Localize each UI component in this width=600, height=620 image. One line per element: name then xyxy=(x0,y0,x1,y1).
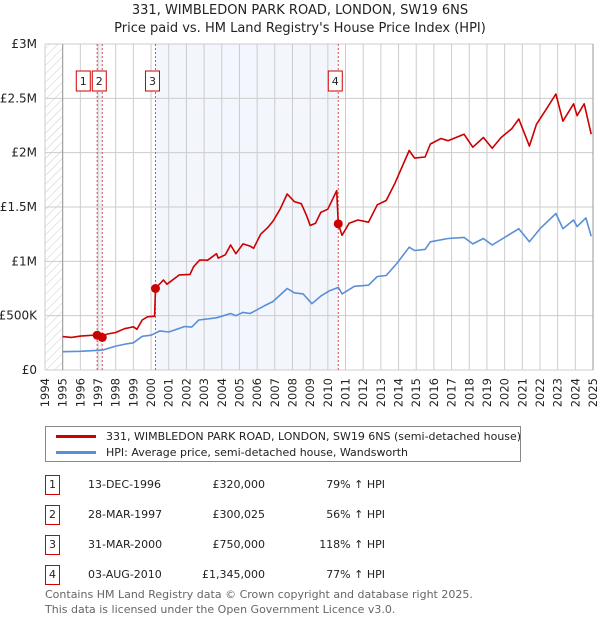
x-tick-label: 2001 xyxy=(162,378,176,407)
x-tick-label: 2003 xyxy=(197,378,211,407)
sale-price: £1,345,000 xyxy=(202,568,265,581)
sale-date: 13-DEC-1996 xyxy=(88,478,162,491)
x-tick-label: 2025 xyxy=(586,378,600,407)
x-tick-label: 2014 xyxy=(392,378,406,407)
x-tick-label: 2018 xyxy=(462,378,476,407)
sale-hpi-change: 79% ↑ HPI xyxy=(326,478,385,491)
footer-copyright: Contains HM Land Registry data © Crown c… xyxy=(45,588,473,601)
sale-number: 2 xyxy=(45,505,60,525)
y-tick-label: £1.5M xyxy=(0,200,37,214)
chart-subtitle: Price paid vs. HM Land Registry's House … xyxy=(114,21,486,36)
legend-swatch-blue xyxy=(56,450,96,454)
x-tick-label: 2016 xyxy=(427,378,441,407)
sale-point xyxy=(333,219,343,229)
price-chart: 1994 1995 1996 1997 1998 1999 2000 2001 2002 2003… xyxy=(0,37,600,407)
x-tick-label: 2013 xyxy=(374,378,388,407)
x-tick-label: 2019 xyxy=(480,378,494,407)
sale-label-box xyxy=(75,70,91,92)
legend-item-hpi: HPI: Average price, semi-detached house,… xyxy=(56,444,408,460)
sale-price: £300,025 xyxy=(212,508,266,521)
sale-price: £320,000 xyxy=(212,478,266,491)
sale-number: 3 xyxy=(45,535,60,555)
footer-licence: This data is licensed under the Open Gov… xyxy=(45,603,396,616)
x-tick-label: 1997 xyxy=(91,378,105,407)
x-tick-label: 1995 xyxy=(56,378,70,407)
x-tick-label: 2020 xyxy=(498,378,512,407)
sale-hpi-change: 56% ↑ HPI xyxy=(326,508,385,521)
legend-label: 331, WIMBLEDON PARK ROAD, LONDON, SW19 6… xyxy=(106,429,522,443)
x-tick-label: 2012 xyxy=(356,378,370,407)
x-tick-label: 2004 xyxy=(215,378,229,407)
x-tick-label: 2024 xyxy=(568,378,582,407)
x-tick-label: 1998 xyxy=(109,378,123,407)
sale-number: 4 xyxy=(45,565,60,585)
sale-label-box xyxy=(327,70,343,92)
x-tick-label: 2022 xyxy=(533,378,547,407)
y-tick-label: £500K xyxy=(0,309,38,323)
y-tick-label: £0 xyxy=(22,363,37,377)
x-tick-label: 2015 xyxy=(409,378,423,407)
y-tick-label: £3M xyxy=(11,37,37,51)
sale-label-number: 3 xyxy=(149,75,156,88)
sale-row: 3 31-MAR-2000 £750,000 118% ↑ HPI xyxy=(45,535,405,555)
y-tick-label: £2.5M xyxy=(0,91,37,105)
x-tick-label: 2017 xyxy=(445,378,459,407)
x-tick-label: 2021 xyxy=(515,378,529,407)
sale-label-number: 1 xyxy=(80,75,87,88)
x-tick-label: 2008 xyxy=(285,378,299,407)
sale-date: 03-AUG-2010 xyxy=(88,568,162,581)
legend-swatch-red xyxy=(56,434,96,438)
sale-date: 28-MAR-1997 xyxy=(88,508,163,521)
sale-point xyxy=(97,332,107,342)
hpi-line xyxy=(62,212,592,353)
sale-hpi-change: 77% ↑ HPI xyxy=(326,568,385,581)
sale-number: 1 xyxy=(45,475,60,495)
sale-row: 1 13-DEC-1996 £320,000 79% ↑ HPI xyxy=(45,475,405,495)
sale-label-number: 2 xyxy=(96,75,103,88)
sale-label-box xyxy=(91,70,107,92)
x-tick-label: 2009 xyxy=(303,378,317,407)
x-tick-label: 2011 xyxy=(339,378,353,407)
property-price-line xyxy=(62,93,592,339)
sale-row: 4 03-AUG-2010 £1,345,000 77% ↑ HPI xyxy=(45,565,405,585)
x-tick-label: 2006 xyxy=(250,378,264,407)
y-tick-label: £2M xyxy=(11,146,37,160)
x-tick-label: 2010 xyxy=(321,378,335,407)
sale-row: 2 28-MAR-1997 £300,025 56% ↑ HPI xyxy=(45,505,405,525)
sale-price: £750,000 xyxy=(212,538,266,551)
x-tick-label: 2002 xyxy=(179,378,193,407)
x-tick-label: 2023 xyxy=(551,378,565,407)
x-tick-label: 1994 xyxy=(38,378,52,407)
legend-label: HPI: Average price, semi-detached house,… xyxy=(106,445,408,459)
legend: 331, WIMBLEDON PARK ROAD, LONDON, SW19 6… xyxy=(45,426,521,462)
sale-hpi-change: 118% ↑ HPI xyxy=(319,538,385,551)
sale-point xyxy=(150,284,160,293)
legend-item-property: 331, WIMBLEDON PARK ROAD, LONDON, SW19 6… xyxy=(56,428,521,444)
x-tick-label: 2007 xyxy=(268,378,282,407)
x-tick-label: 1996 xyxy=(73,378,87,407)
y-tick-label: £1M xyxy=(11,254,37,268)
x-tick-label: 2005 xyxy=(232,378,246,407)
chart-title: 331, WIMBLEDON PARK ROAD, LONDON, SW19 6… xyxy=(131,3,469,18)
sale-date: 31-MAR-2000 xyxy=(88,538,163,551)
x-tick-label: 1999 xyxy=(126,378,140,407)
sale-label-box xyxy=(144,70,160,92)
x-tick-label: 2000 xyxy=(144,378,158,407)
sale-label-number: 4 xyxy=(332,75,339,88)
